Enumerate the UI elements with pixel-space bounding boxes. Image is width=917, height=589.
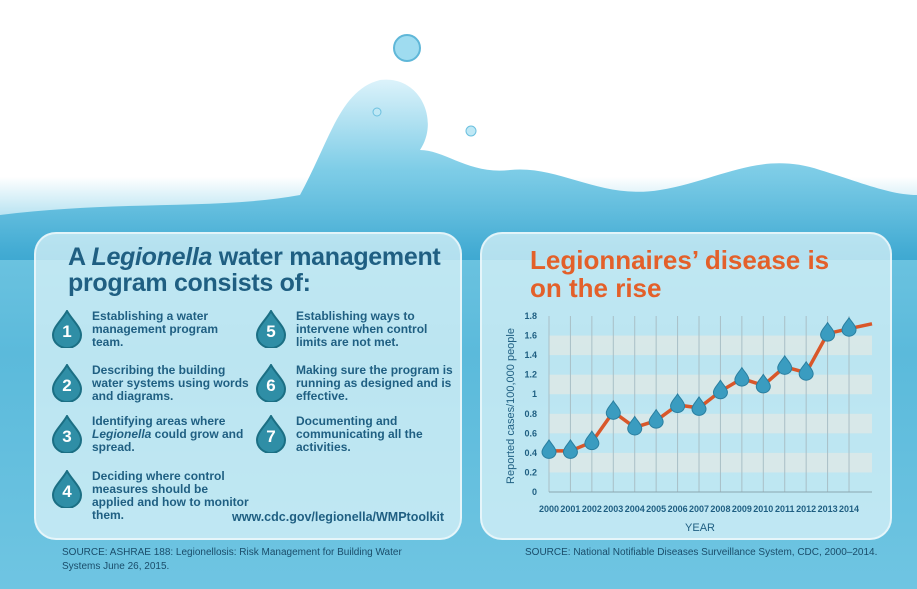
- step-item: 5 Establishing ways to intervene when con…: [255, 308, 456, 349]
- x-tick-label: 2011: [775, 504, 795, 514]
- x-tick-label: 2009: [732, 504, 752, 514]
- step-text: Describing the building water systems us…: [92, 363, 249, 403]
- step-item: 2 Describing the building water systems u…: [51, 362, 252, 403]
- data-point-drop: [777, 354, 793, 375]
- y-tick-label: 1: [532, 389, 537, 399]
- y-tick-label: 0.2: [524, 467, 537, 477]
- y-tick-label: 0.8: [524, 409, 537, 419]
- step-number: 1: [62, 322, 72, 341]
- step-text: Establishing ways to intervene when cont…: [296, 309, 428, 349]
- grid-band: [549, 413, 872, 434]
- chart-title: Legionnaires’ disease is on the rise: [530, 245, 830, 303]
- step-text: Deciding where control measures should b…: [92, 469, 249, 522]
- data-point-drop: [627, 415, 643, 436]
- left-source: SOURCE: ASHRAE 188: Legionellosis: Risk …: [62, 547, 402, 572]
- grid-band: [549, 335, 872, 356]
- step-number: 2: [62, 376, 72, 395]
- water-drop-icon: 4: [51, 468, 83, 509]
- panel-title: A Legionella water management program co…: [68, 243, 441, 297]
- x-tick-label: 2012: [796, 504, 816, 514]
- y-tick-label: 1.8: [524, 311, 537, 321]
- data-point-drop: [755, 373, 771, 394]
- data-point-drop: [841, 316, 857, 337]
- x-tick-label: 2006: [668, 504, 688, 514]
- step-number: 4: [62, 482, 72, 501]
- data-point-drop: [691, 395, 707, 416]
- toolkit-link[interactable]: www.cdc.gov/legionella/WMPtoolkit: [232, 510, 445, 524]
- y-tick-label: 0: [532, 487, 537, 497]
- water-management-panel: A Legionella water management program co…: [34, 232, 462, 540]
- data-point-drop: [712, 379, 728, 400]
- data-point-drop: [670, 393, 686, 413]
- data-point-drop: [584, 430, 600, 451]
- x-tick-label: 2001: [560, 504, 580, 514]
- y-tick-label: 1.4: [524, 350, 537, 360]
- chart-source: SOURCE: National Notifiable Diseases Sur…: [525, 547, 878, 558]
- water-splash-illustration: [0, 34, 917, 260]
- x-tick-label: 2010: [753, 504, 773, 514]
- step-text: Making sure the program is running as de…: [296, 363, 453, 403]
- step-item: 7 Documenting and communicating all the a…: [255, 413, 456, 454]
- water-drop-icon: 5: [255, 308, 287, 349]
- x-tick-label: 2003: [603, 504, 623, 514]
- step-number: 5: [266, 322, 276, 341]
- step-number: 6: [266, 376, 276, 395]
- y-tick-label: 0.6: [524, 428, 537, 438]
- step-text: Identifying areas where Legionella could…: [92, 414, 244, 454]
- data-point-drop: [648, 408, 664, 429]
- water-drop-icon: 3: [51, 413, 83, 454]
- data-point-drop: [541, 438, 557, 459]
- y-tick-label: 1.6: [524, 331, 537, 341]
- x-tick-label: 2004: [625, 504, 645, 514]
- x-tick-label: 2008: [710, 504, 730, 514]
- step-number: 7: [266, 427, 276, 446]
- x-tick-label: 2013: [818, 504, 838, 514]
- data-point-drop: [820, 321, 836, 342]
- water-drop-icon: 1: [51, 308, 83, 349]
- step-text: Establishing a water management program …: [92, 309, 219, 349]
- grid-band: [549, 452, 872, 473]
- step-item: 6 Making sure the program is running as d…: [255, 362, 456, 403]
- water-drop-icon: 2: [51, 362, 83, 403]
- x-tick-label: 2005: [646, 504, 666, 514]
- data-line: [549, 322, 873, 453]
- x-tick-label: 2002: [582, 504, 602, 514]
- y-tick-label: 0.4: [524, 448, 537, 458]
- x-tick-label: 2000: [539, 504, 559, 514]
- step-item: 1 Establishing a water management program…: [51, 308, 252, 349]
- data-point-drop: [798, 360, 814, 381]
- data-point-drop: [562, 438, 578, 459]
- y-tick-label: 1.2: [524, 370, 537, 380]
- step-item: 3 Identifying areas where Legionella coul…: [51, 413, 252, 454]
- x-tick-label: 2014: [839, 504, 859, 514]
- x-axis-label: YEAR: [685, 522, 715, 534]
- data-point-drop: [734, 366, 750, 387]
- y-axis-label: Reported cases/100,000 people: [505, 328, 517, 484]
- data-point-drop: [605, 399, 621, 420]
- step-text: Documenting and communicating all the ac…: [296, 414, 423, 454]
- water-drop-icon: 6: [255, 362, 287, 403]
- grid-band: [549, 374, 872, 395]
- step-number: 3: [62, 427, 72, 446]
- water-drop-icon: 7: [255, 413, 287, 454]
- step-item: 4 Deciding where control measures should …: [51, 468, 252, 522]
- x-tick-label: 2007: [689, 504, 709, 514]
